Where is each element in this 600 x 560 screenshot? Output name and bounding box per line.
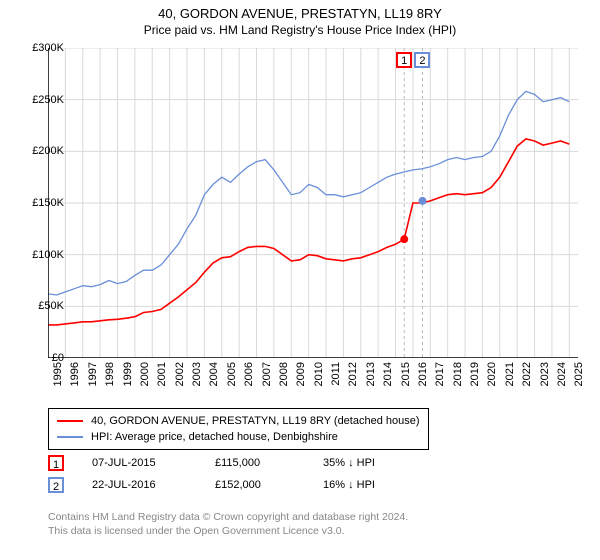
sale-date: 07-JUL-2015 xyxy=(92,457,187,469)
x-axis-label: 2022 xyxy=(521,362,533,386)
sale-date: 22-JUL-2016 xyxy=(92,479,187,491)
chart-marker-badge: 1 xyxy=(396,52,412,68)
x-axis-label: 2015 xyxy=(400,362,412,386)
y-axis-label: £300K xyxy=(14,42,64,54)
sale-diff: 35% ↓ HPI xyxy=(323,457,375,469)
license-text: Contains HM Land Registry data © Crown c… xyxy=(48,510,408,538)
chart-marker-badge: 2 xyxy=(414,52,430,68)
price-chart xyxy=(48,48,578,358)
x-axis-label: 2001 xyxy=(156,362,168,386)
sale-badge-1: 1 xyxy=(48,455,64,471)
page-subtitle: Price paid vs. HM Land Registry's House … xyxy=(0,21,600,37)
sale-price: £152,000 xyxy=(215,479,295,491)
x-axis-label: 2005 xyxy=(226,362,238,386)
x-axis-label: 2019 xyxy=(469,362,481,386)
x-axis-label: 1996 xyxy=(69,362,81,386)
legend-item-hpi: HPI: Average price, detached house, Denb… xyxy=(57,429,420,445)
legend-swatch xyxy=(57,436,83,438)
x-axis-label: 2010 xyxy=(313,362,325,386)
x-axis-label: 2018 xyxy=(452,362,464,386)
x-axis-label: 2016 xyxy=(417,362,429,386)
x-axis-label: 2012 xyxy=(347,362,359,386)
x-axis-label: 2025 xyxy=(573,362,585,386)
page-title: 40, GORDON AVENUE, PRESTATYN, LL19 8RY xyxy=(0,0,600,21)
license-line: Contains HM Land Registry data © Crown c… xyxy=(48,510,408,524)
x-axis-label: 2002 xyxy=(174,362,186,386)
x-axis-label: 1998 xyxy=(104,362,116,386)
x-axis-label: 2003 xyxy=(191,362,203,386)
x-axis-label: 2007 xyxy=(261,362,273,386)
sale-badge-2: 2 xyxy=(48,477,64,493)
x-axis-label: 2008 xyxy=(278,362,290,386)
license-line: This data is licensed under the Open Gov… xyxy=(48,524,408,538)
legend: 40, GORDON AVENUE, PRESTATYN, LL19 8RY (… xyxy=(48,408,429,450)
legend-item-property: 40, GORDON AVENUE, PRESTATYN, LL19 8RY (… xyxy=(57,413,420,429)
legend-label: 40, GORDON AVENUE, PRESTATYN, LL19 8RY (… xyxy=(91,415,420,427)
x-axis-label: 2014 xyxy=(382,362,394,386)
table-row: 2 22-JUL-2016 £152,000 16% ↓ HPI xyxy=(48,474,375,496)
sale-diff: 16% ↓ HPI xyxy=(323,479,375,491)
x-axis-label: 1997 xyxy=(87,362,99,386)
y-axis-label: £50K xyxy=(14,300,64,312)
x-axis-label: 2009 xyxy=(295,362,307,386)
x-axis-label: 2020 xyxy=(486,362,498,386)
x-axis-label: 2011 xyxy=(330,362,342,386)
sale-price: £115,000 xyxy=(215,457,295,469)
x-axis-label: 2013 xyxy=(365,362,377,386)
y-axis-label: £200K xyxy=(14,145,64,157)
legend-swatch xyxy=(57,420,83,422)
x-axis-label: 1995 xyxy=(52,362,64,386)
y-axis-label: £100K xyxy=(14,249,64,261)
sales-table: 1 07-JUL-2015 £115,000 35% ↓ HPI 2 22-JU… xyxy=(48,452,375,496)
x-axis-label: 1999 xyxy=(122,362,134,386)
x-axis-label: 2024 xyxy=(556,362,568,386)
legend-label: HPI: Average price, detached house, Denb… xyxy=(91,431,338,443)
table-row: 1 07-JUL-2015 £115,000 35% ↓ HPI xyxy=(48,452,375,474)
x-axis-label: 2006 xyxy=(243,362,255,386)
y-axis-label: £250K xyxy=(14,94,64,106)
y-axis-label: £150K xyxy=(14,197,64,209)
x-axis-label: 2004 xyxy=(208,362,220,386)
x-axis-label: 2017 xyxy=(434,362,446,386)
x-axis-label: 2021 xyxy=(504,362,516,386)
x-axis-label: 2023 xyxy=(539,362,551,386)
x-axis-label: 2000 xyxy=(139,362,151,386)
